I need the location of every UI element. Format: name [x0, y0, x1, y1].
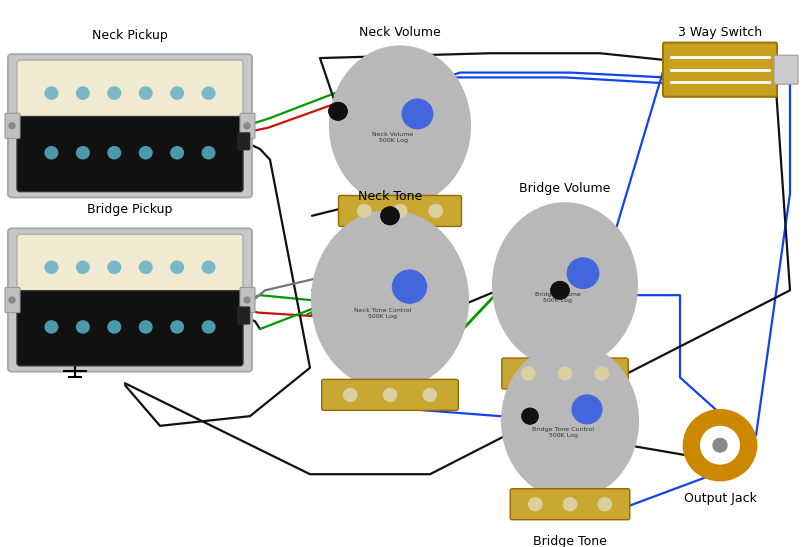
- Circle shape: [423, 388, 437, 401]
- Text: Bridge Tone Control
500K Log: Bridge Tone Control 500K Log: [532, 427, 594, 438]
- Circle shape: [551, 282, 569, 299]
- Circle shape: [392, 270, 427, 303]
- FancyBboxPatch shape: [17, 234, 243, 300]
- Circle shape: [713, 438, 727, 452]
- Circle shape: [76, 320, 90, 334]
- Circle shape: [107, 320, 122, 334]
- Circle shape: [44, 146, 59, 160]
- Circle shape: [244, 297, 250, 303]
- Circle shape: [170, 260, 184, 274]
- Circle shape: [76, 86, 90, 100]
- Circle shape: [528, 497, 543, 511]
- Ellipse shape: [493, 203, 637, 368]
- FancyBboxPatch shape: [17, 290, 243, 366]
- FancyBboxPatch shape: [510, 488, 630, 520]
- Circle shape: [107, 146, 122, 160]
- Circle shape: [701, 427, 739, 463]
- Text: Neck Pickup: Neck Pickup: [92, 28, 168, 42]
- Circle shape: [244, 123, 250, 129]
- FancyBboxPatch shape: [502, 358, 628, 389]
- FancyBboxPatch shape: [8, 229, 252, 371]
- Circle shape: [357, 204, 371, 218]
- Circle shape: [138, 260, 153, 274]
- Circle shape: [522, 409, 538, 424]
- Ellipse shape: [330, 46, 470, 205]
- Circle shape: [381, 207, 399, 224]
- Text: Neck Volume
500K Log: Neck Volume 500K Log: [373, 132, 414, 143]
- Circle shape: [170, 86, 184, 100]
- FancyBboxPatch shape: [5, 113, 20, 138]
- Text: Neck Tone: Neck Tone: [358, 190, 422, 203]
- FancyBboxPatch shape: [5, 287, 20, 312]
- Circle shape: [201, 320, 216, 334]
- Text: Neck Tone Control
500K Log: Neck Tone Control 500K Log: [353, 308, 411, 319]
- Text: Bridge Tone: Bridge Tone: [533, 535, 607, 547]
- Circle shape: [9, 123, 15, 129]
- Circle shape: [76, 146, 90, 160]
- Circle shape: [684, 410, 756, 480]
- Ellipse shape: [502, 344, 638, 498]
- Circle shape: [44, 86, 59, 100]
- FancyBboxPatch shape: [774, 55, 798, 84]
- FancyBboxPatch shape: [17, 117, 243, 191]
- FancyBboxPatch shape: [238, 132, 250, 150]
- Circle shape: [44, 320, 59, 334]
- Circle shape: [329, 103, 347, 120]
- Text: 3 Way Switch: 3 Way Switch: [678, 26, 762, 39]
- Circle shape: [107, 260, 122, 274]
- Circle shape: [381, 207, 399, 224]
- Circle shape: [201, 260, 216, 274]
- Ellipse shape: [312, 211, 468, 389]
- Text: Bridge Pickup: Bridge Pickup: [87, 203, 173, 216]
- Circle shape: [107, 86, 122, 100]
- FancyBboxPatch shape: [8, 54, 252, 197]
- FancyBboxPatch shape: [240, 113, 255, 138]
- FancyBboxPatch shape: [238, 307, 250, 324]
- Circle shape: [138, 86, 153, 100]
- Circle shape: [595, 367, 609, 380]
- Circle shape: [597, 497, 612, 511]
- Circle shape: [201, 146, 216, 160]
- Circle shape: [329, 103, 347, 120]
- Circle shape: [201, 86, 216, 100]
- Text: Bridge Volume: Bridge Volume: [519, 183, 611, 195]
- FancyBboxPatch shape: [338, 195, 461, 226]
- FancyBboxPatch shape: [17, 60, 243, 126]
- Text: Neck Volume: Neck Volume: [359, 26, 441, 39]
- FancyBboxPatch shape: [663, 43, 777, 97]
- FancyBboxPatch shape: [322, 380, 458, 410]
- Circle shape: [522, 409, 538, 424]
- Circle shape: [558, 367, 572, 380]
- Circle shape: [563, 497, 577, 511]
- Circle shape: [343, 388, 357, 401]
- Circle shape: [551, 282, 569, 299]
- Circle shape: [44, 260, 59, 274]
- Text: Guitar Ground: Guitar Ground: [65, 338, 154, 351]
- Circle shape: [429, 204, 443, 218]
- Circle shape: [383, 388, 397, 401]
- Circle shape: [138, 320, 153, 334]
- Text: Output Jack: Output Jack: [683, 492, 757, 505]
- Circle shape: [393, 204, 407, 218]
- Circle shape: [76, 260, 90, 274]
- Circle shape: [170, 320, 184, 334]
- Circle shape: [568, 258, 599, 288]
- Circle shape: [522, 367, 535, 380]
- Text: Bridge Volume
500K Log: Bridge Volume 500K Log: [535, 293, 580, 303]
- Circle shape: [402, 99, 433, 129]
- Circle shape: [138, 146, 153, 160]
- Circle shape: [170, 146, 184, 160]
- FancyBboxPatch shape: [240, 287, 255, 312]
- Circle shape: [572, 395, 602, 424]
- Circle shape: [9, 297, 15, 303]
